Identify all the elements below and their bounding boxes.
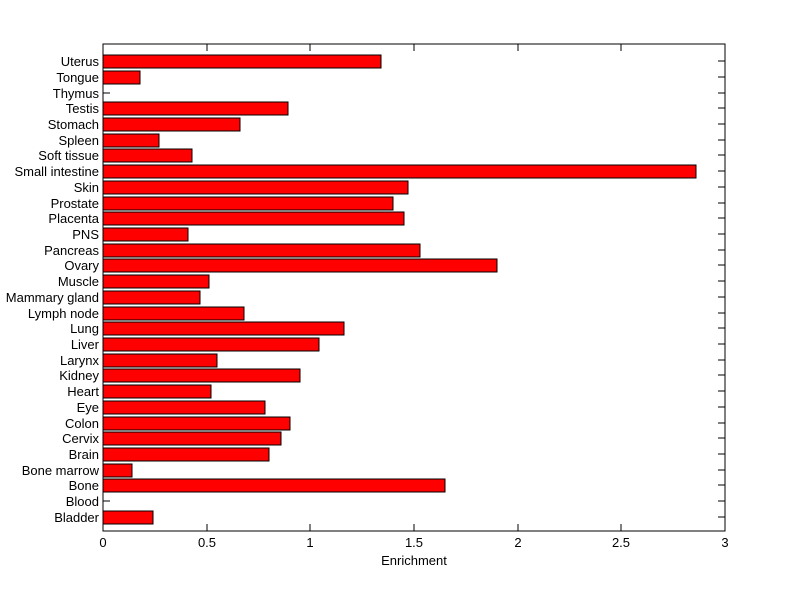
y-tick-label-soft-tissue: Soft tissue: [38, 148, 99, 163]
bar-soft-tissue: [102, 148, 193, 163]
y-tick-label-mammary-gland: Mammary gland: [6, 290, 99, 305]
y-tick-label-lymph-node: Lymph node: [28, 306, 99, 321]
y-tick-label-small-intestine: Small intestine: [14, 164, 99, 179]
bar-pns: [102, 227, 189, 242]
y-tick-label-heart: Heart: [67, 384, 99, 399]
bar-bone: [102, 478, 446, 493]
x-tick-label: 1.5: [405, 535, 423, 550]
bar-muscle: [102, 274, 210, 289]
y-tick-label-placenta: Placenta: [48, 211, 99, 226]
bar-cervix: [102, 431, 282, 446]
y-tick-label-uterus: Uterus: [61, 54, 100, 69]
bar-heart: [102, 384, 212, 399]
y-tick-label-bladder: Bladder: [54, 510, 99, 525]
y-tick-label-testis: Testis: [66, 101, 100, 116]
bar-bladder: [102, 510, 154, 525]
y-tick-label-prostate: Prostate: [51, 196, 99, 211]
bar-mammary-gland: [102, 290, 201, 305]
y-tick-label-blood: Blood: [66, 494, 99, 509]
bar-testis: [102, 101, 289, 116]
bar-skin: [102, 180, 409, 195]
bar-uterus: [102, 54, 382, 69]
x-axis-label: Enrichment: [381, 553, 447, 568]
y-tick-label-pns: PNS: [72, 227, 99, 242]
y-tick-label-ovary: Ovary: [64, 258, 99, 273]
x-tick-label: 2.5: [612, 535, 630, 550]
y-tick-label-brain: Brain: [69, 447, 99, 462]
y-tick-label-skin: Skin: [74, 180, 99, 195]
x-tick-label: 0.5: [198, 535, 216, 550]
y-tick-label-pancreas: Pancreas: [44, 243, 99, 258]
x-tick-label: 1: [306, 535, 313, 550]
bar-lung: [102, 321, 345, 336]
bar-brain: [102, 447, 270, 462]
bar-prostate: [102, 196, 394, 211]
bar-bone-marrow: [102, 463, 133, 478]
bar-tongue: [102, 70, 141, 85]
bar-small-intestine: [102, 164, 697, 179]
y-tick-label-thymus: Thymus: [53, 86, 100, 101]
bar-eye: [102, 400, 266, 415]
bar-lymph-node: [102, 306, 245, 321]
y-tick-label-eye: Eye: [77, 400, 99, 415]
y-tick-label-muscle: Muscle: [58, 274, 99, 289]
y-tick-label-bone: Bone: [69, 478, 99, 493]
bar-spleen: [102, 133, 160, 148]
bar-ovary: [102, 258, 498, 273]
y-tick-label-bone-marrow: Bone marrow: [22, 463, 100, 478]
bar-stomach: [102, 117, 241, 132]
y-tick-label-stomach: Stomach: [48, 117, 99, 132]
x-tick-label: 2: [514, 535, 521, 550]
bar-larynx: [102, 353, 218, 368]
bar-placenta: [102, 211, 405, 226]
x-tick-label: 3: [721, 535, 728, 550]
y-tick-label-liver: Liver: [71, 337, 100, 352]
plot-border: [102, 43, 726, 532]
y-tick-label-cervix: Cervix: [62, 431, 99, 446]
bar-kidney: [102, 368, 301, 383]
y-tick-label-larynx: Larynx: [60, 353, 100, 368]
bar-pancreas: [102, 243, 421, 258]
bar-liver: [102, 337, 320, 352]
y-tick-label-lung: Lung: [70, 321, 99, 336]
bar-colon: [102, 416, 291, 431]
y-tick-label-kidney: Kidney: [59, 368, 99, 383]
y-tick-label-tongue: Tongue: [56, 70, 99, 85]
y-tick-label-spleen: Spleen: [59, 133, 99, 148]
y-tick-label-colon: Colon: [65, 416, 99, 431]
x-tick-label: 0: [99, 535, 106, 550]
